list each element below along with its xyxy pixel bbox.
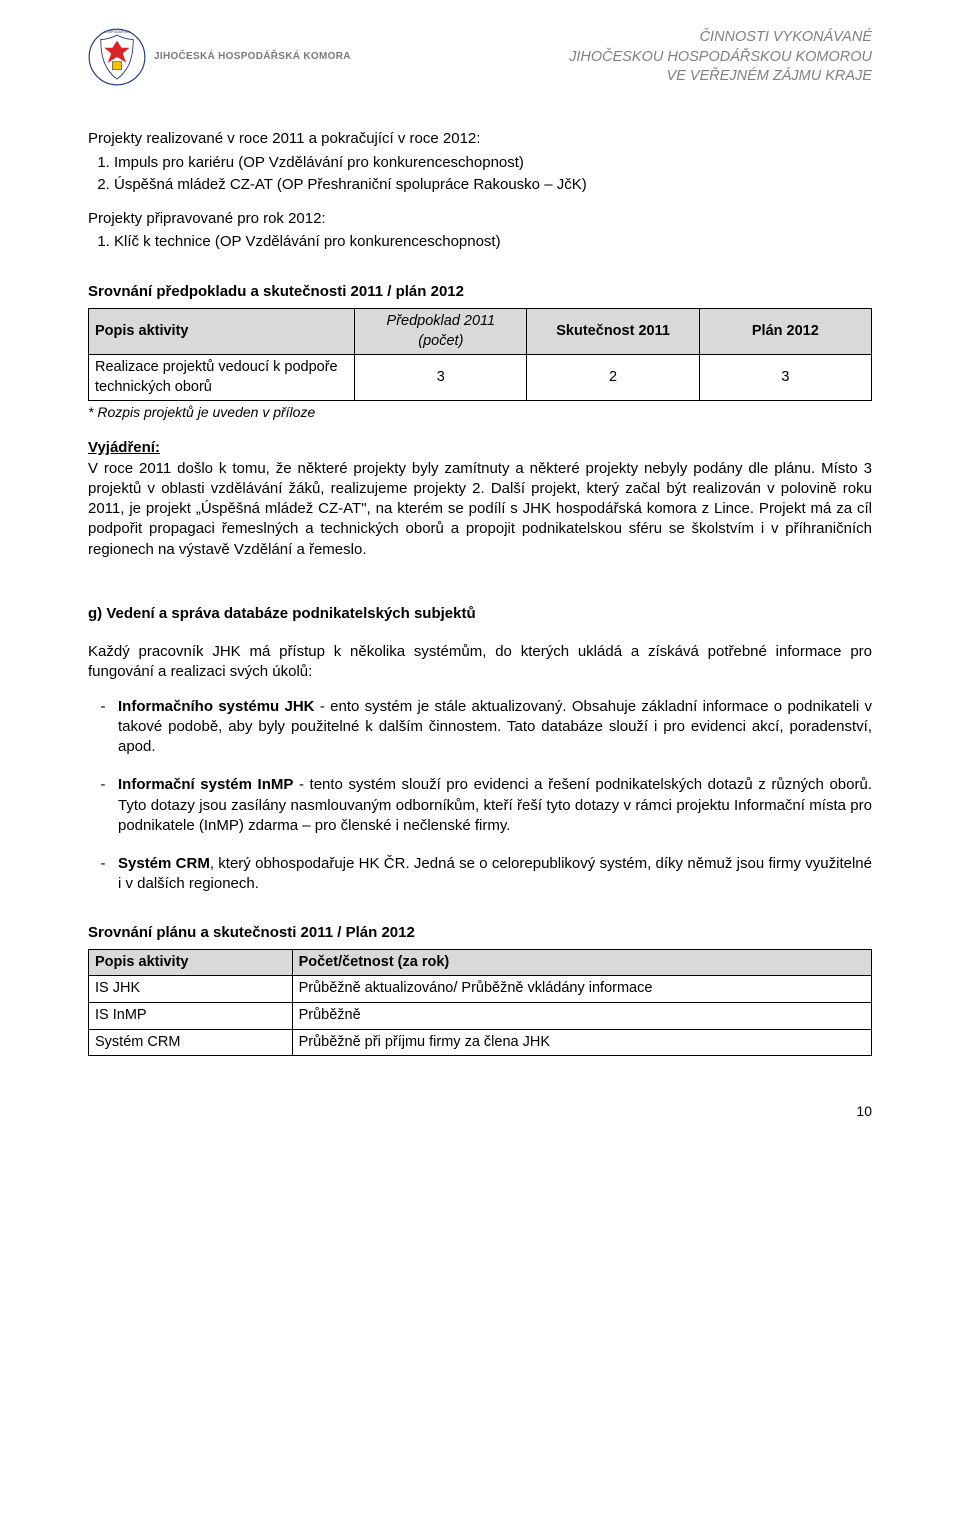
bullet-lead: Informační systém InMP — [118, 776, 293, 793]
list-item: Impuls pro kariéru (OP Vzdělávání pro ko… — [114, 153, 872, 173]
svg-text:HOSPODÁŘSKÁ: HOSPODÁŘSKÁ — [104, 29, 131, 34]
header-right-line: JIHOČESKOU HOSPODÁŘSKOU KOMOROU — [569, 48, 872, 68]
table-row: Systém CRM Průběžně při příjmu firmy za … — [89, 1029, 872, 1056]
table-header-row: Popis aktivity Předpoklad 2011 (počet) S… — [89, 309, 872, 355]
logo-crest-icon: HOSPODÁŘSKÁ — [88, 28, 146, 86]
bullet-dash-icon: - — [88, 697, 118, 758]
th-popis: Popis aktivity — [89, 309, 355, 355]
td: IS InMP — [89, 1002, 293, 1029]
td: Průběžně při příjmu firmy za člena JHK — [292, 1029, 871, 1056]
td: Průběžně aktualizováno/ Průběžně vkládán… — [292, 976, 871, 1003]
bullet-dash-icon: - — [88, 854, 118, 895]
th-pocet: Počet/četnost (za rok) — [292, 949, 871, 976]
header-right-caption: ČINNOSTI VYKONÁVANÉ JIHOČESKOU HOSPODÁŘS… — [569, 28, 872, 87]
section-g-title: g) Vedení a správa databáze podnikatelsk… — [88, 604, 872, 624]
projects-prep-intro: Projekty připravované pro rok 2012: — [88, 209, 872, 229]
td-val: 3 — [355, 355, 527, 401]
th-line: Předpoklad 2011 — [387, 313, 496, 329]
bullet-dash-icon: - — [88, 775, 118, 836]
comparison-table-1: Popis aktivity Předpoklad 2011 (počet) S… — [88, 308, 872, 401]
list-item: Klíč k technice (OP Vzdělávání pro konku… — [114, 232, 872, 252]
bullet-item: - Informačního systému JHK - ento systém… — [88, 697, 872, 758]
bullet-text: Informačního systému JHK - ento systém j… — [118, 697, 872, 758]
bullet-text: Systém CRM, který obhospodařuje HK ČR. J… — [118, 854, 872, 895]
bullet-lead: Informačního systému JHK — [118, 698, 315, 715]
bullet-item: - Informační systém InMP - tento systém … — [88, 775, 872, 836]
table-row: IS InMP Průběžně — [89, 1002, 872, 1029]
td: IS JHK — [89, 976, 293, 1003]
bullet-rest: , který obhospodařuje HK ČR. Jedná se o … — [118, 855, 872, 892]
th-popis: Popis aktivity — [89, 949, 293, 976]
table-header-row: Popis aktivity Počet/četnost (za rok) — [89, 949, 872, 976]
table1-title: Srovnání předpokladu a skutečnosti 2011 … — [88, 282, 872, 302]
org-name: JIHOČESKÁ HOSPODÁŘSKÁ KOMORA — [154, 50, 351, 64]
vyjadreni-text: V roce 2011 došlo k tomu, že některé pro… — [88, 460, 872, 558]
table2-title: Srovnání plánu a skutečnosti 2011 / Plán… — [88, 923, 872, 943]
list-item: Úspěšná mládež CZ-AT (OP Přeshraniční sp… — [114, 175, 872, 195]
td: Systém CRM — [89, 1029, 293, 1056]
bullet-text: Informační systém InMP - tento systém sl… — [118, 775, 872, 836]
header-right-line: VE VEŘEJNÉM ZÁJMU KRAJE — [569, 67, 872, 87]
projects-prep-list: Klíč k technice (OP Vzdělávání pro konku… — [114, 232, 872, 252]
td-val: 2 — [527, 355, 699, 401]
projects-2011-intro: Projekty realizované v roce 2011 a pokra… — [88, 129, 872, 149]
logo-block: HOSPODÁŘSKÁ JIHOČESKÁ HOSPODÁŘSKÁ KOMORA — [88, 28, 351, 86]
bullet-item: - Systém CRM, který obhospodařuje HK ČR.… — [88, 854, 872, 895]
page-number: 10 — [88, 1102, 872, 1121]
th-predpoklad: Předpoklad 2011 (počet) — [355, 309, 527, 355]
projects-2011-list: Impuls pro kariéru (OP Vzdělávání pro ko… — [114, 153, 872, 196]
td-desc: Realizace projektů vedoucí k podpoře tec… — [89, 355, 355, 401]
td-val: 3 — [699, 355, 871, 401]
table-row: IS JHK Průběžně aktualizováno/ Průběžně … — [89, 976, 872, 1003]
table-row: Realizace projektů vedoucí k podpoře tec… — [89, 355, 872, 401]
section-g-bullets: - Informačního systému JHK - ento systém… — [88, 697, 872, 895]
td: Průběžně — [292, 1002, 871, 1029]
header-right-line: ČINNOSTI VYKONÁVANÉ — [569, 28, 872, 48]
vyjadreni-label: Vyjádření: — [88, 439, 160, 456]
th-line: (počet) — [418, 333, 463, 349]
vyjadreni-block: Vyjádření: V roce 2011 došlo k tomu, že … — [88, 438, 872, 560]
table1-footnote: * Rozpis projektů je uveden v příloze — [88, 403, 872, 422]
bullet-lead: Systém CRM — [118, 855, 210, 872]
th-plan: Plán 2012 — [699, 309, 871, 355]
page-header: HOSPODÁŘSKÁ JIHOČESKÁ HOSPODÁŘSKÁ KOMORA… — [88, 28, 872, 87]
section-g-intro: Každý pracovník JHK má přístup k několik… — [88, 642, 872, 683]
comparison-table-2: Popis aktivity Počet/četnost (za rok) IS… — [88, 949, 872, 1056]
th-skutecnost: Skutečnost 2011 — [527, 309, 699, 355]
